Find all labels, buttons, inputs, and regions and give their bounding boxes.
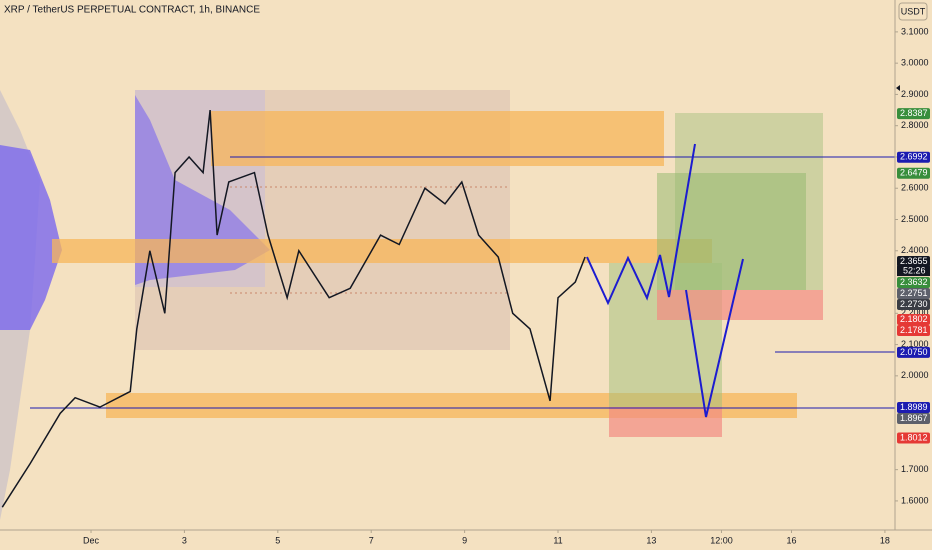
price-label: 2.1802 (900, 314, 928, 324)
y-tick-label: 2.6000 (901, 183, 929, 193)
price-label: 2.6992 (900, 152, 928, 162)
price-label-box (897, 277, 930, 289)
price-label: 2.1781 (900, 325, 928, 335)
price-label-box (897, 256, 930, 268)
price-label: 2.2730 (900, 299, 928, 309)
volume-profile-value-area (0, 145, 62, 330)
x-tick-label: 5 (275, 535, 280, 545)
price-label-box (897, 151, 930, 163)
y-tick-label: 2.9000 (901, 89, 929, 99)
long-target (609, 263, 722, 407)
y-tick-label: 2.1000 (901, 339, 929, 349)
price-label: 2.0750 (900, 347, 928, 357)
countdown: 52:26 (903, 265, 926, 275)
price-label-box (897, 432, 930, 444)
price-label: 2.2751 (900, 288, 928, 298)
supply-zone (211, 111, 664, 166)
y-tick-label: 2.8000 (901, 120, 929, 130)
x-tick-label: 16 (787, 535, 797, 545)
price-label-box (897, 299, 930, 311)
projection (586, 143, 696, 306)
price-label: 2.6479 (900, 168, 928, 178)
x-tick-label: 11 (553, 535, 562, 545)
x-tick-label: 3 (182, 535, 187, 545)
price-label: 1.8989 (900, 402, 928, 412)
price-label: 2.3655 (900, 256, 928, 266)
currency: USDT (901, 6, 926, 16)
price-label-box (897, 314, 930, 326)
price-label-box (897, 401, 930, 413)
price-arrow (896, 85, 900, 91)
y-tick-label: 3.1000 (901, 26, 929, 36)
y-tick-label: 2.2000 (901, 308, 929, 318)
price-label-box (897, 288, 930, 300)
price-label: 1.8012 (900, 432, 928, 442)
y-tick-label: 1.6000 (901, 495, 929, 505)
countdown-box (897, 266, 930, 277)
stop-zone (609, 407, 722, 437)
price-label-box (897, 412, 930, 424)
price-label-box (897, 346, 930, 358)
y-tick-label: 2.4000 (901, 245, 929, 255)
x-tick-label: 9 (462, 535, 467, 545)
y-tick-label: 2.5000 (901, 214, 929, 224)
chart-title: XRP / TetherUS PERPETUAL CONTRACT, 1h, B… (4, 5, 260, 16)
y-tick-label: 1.7000 (901, 464, 929, 474)
y-tick-label: 3.0000 (901, 58, 929, 68)
price-label-box (897, 108, 930, 120)
price-label: 2.8387 (900, 108, 928, 118)
currency-badge[interactable] (898, 2, 928, 21)
x-tick-label: 7 (369, 535, 374, 545)
y-tick-label: 2.0000 (901, 370, 929, 380)
price-label-box (897, 325, 930, 337)
price-label-box (897, 167, 930, 179)
mid-zone (52, 239, 712, 263)
price-line (1, 109, 586, 508)
price-label: 1.8967 (900, 413, 928, 423)
projection (685, 258, 744, 418)
session-profile (135, 95, 270, 285)
x-tick-label: Dec (83, 535, 100, 545)
x-tick-label: 13 (646, 535, 656, 545)
x-tick-label: 18 (880, 535, 890, 545)
x-tick-label: 12:00 (710, 535, 733, 545)
stop-zone (657, 290, 823, 320)
price-label: 2.3632 (900, 277, 928, 287)
